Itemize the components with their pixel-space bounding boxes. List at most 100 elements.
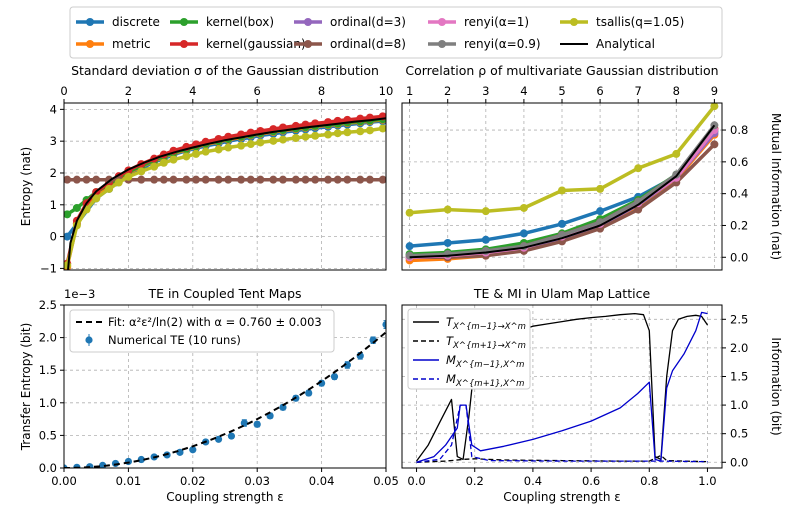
- data-point: [137, 175, 146, 184]
- x-tick-label: 0.02: [180, 474, 206, 488]
- x-tick-label: 7: [635, 84, 642, 98]
- y-tick-label: 0.0: [730, 250, 748, 264]
- legend-swatch-marker: [86, 40, 94, 48]
- data-point: [114, 178, 123, 187]
- data-point: [150, 162, 159, 171]
- data-point: [227, 432, 236, 440]
- x-tick-label: 0.0: [407, 474, 425, 488]
- data-point: [189, 446, 197, 454]
- data-point: [169, 155, 178, 164]
- data-point: [291, 133, 300, 142]
- y-tick-label: 0.8: [730, 123, 748, 137]
- legend-label: metric: [112, 37, 151, 51]
- series-line-m-x-m-1-x-m-: [416, 404, 708, 463]
- x-tick-label: 1: [406, 84, 413, 98]
- data-point: [253, 420, 261, 428]
- legend-label: kernel(box): [206, 15, 274, 29]
- data-point: [558, 219, 566, 228]
- data-point: [311, 131, 320, 140]
- y-axis-label: Entropy (nat): [19, 147, 33, 226]
- data-point: [201, 175, 210, 184]
- data-point: [269, 136, 278, 145]
- data-point: [343, 128, 352, 137]
- data-point: [378, 175, 386, 184]
- data-point: [82, 175, 91, 184]
- panel-2: 1 2 3 4 5 6 7 8 9 0.0 0.2 0.4 0.6 0.8 Correlation ρ of…: [401, 63, 783, 271]
- data-point: [137, 167, 146, 176]
- data-point: [278, 135, 287, 144]
- data-point: [72, 175, 81, 184]
- data-point: [405, 208, 414, 217]
- x-tick-label: 0.8: [640, 474, 658, 488]
- data-point: [192, 149, 201, 158]
- data-point: [64, 175, 72, 184]
- series-line-analytical: [409, 124, 716, 259]
- x-tick-label: 8: [318, 84, 325, 98]
- y-tick-label: 2.0: [730, 341, 748, 355]
- data-point: [443, 205, 452, 214]
- data-point: [305, 389, 313, 397]
- data-point: [324, 175, 333, 184]
- legend-swatch-marker: [570, 18, 578, 26]
- x-tick-label: 1.0: [698, 474, 716, 488]
- legend-label: ordinal(d=8): [330, 37, 406, 51]
- data-point: [214, 435, 223, 443]
- data-point: [64, 210, 72, 219]
- legend-label: renyi(α=0.9): [464, 37, 541, 51]
- x-axis-label: Coupling strength ε: [166, 490, 284, 504]
- series-line-m-x-m-1-x-m-: [416, 311, 708, 463]
- y-tick-label: 2.5: [39, 298, 57, 312]
- data-point: [269, 175, 278, 184]
- data-point: [256, 175, 265, 184]
- axes-frame: [63, 102, 387, 271]
- x-tick-label: 9: [711, 84, 718, 98]
- x-tick-label: 0.2: [466, 474, 484, 488]
- data-point: [710, 140, 719, 149]
- legend-swatch-marker: [304, 18, 312, 26]
- y-tick-label: 0.6: [730, 155, 748, 169]
- data-point: [64, 232, 72, 241]
- x-tick-label: 0.6: [582, 474, 600, 488]
- x-tick-label: 2: [125, 84, 132, 98]
- data-point: [365, 126, 374, 135]
- data-point: [710, 103, 719, 111]
- data-point: [182, 175, 191, 184]
- plot-area: [405, 103, 719, 265]
- y-tick-label: 2.0: [39, 331, 57, 345]
- data-point: [333, 129, 342, 138]
- legend-swatch-marker: [438, 18, 446, 26]
- data-point: [256, 138, 265, 147]
- legend-box: [69, 6, 723, 59]
- data-point: [182, 152, 191, 161]
- legend-label: Analytical: [596, 37, 655, 51]
- y-tick-label: 0: [50, 230, 57, 244]
- data-point: [169, 175, 178, 184]
- x-tick-label: 0.04: [309, 474, 335, 488]
- data-point: [278, 175, 287, 184]
- y-tick-label: 0.0: [39, 461, 57, 475]
- x-tick-label: 6: [254, 84, 261, 98]
- legend-swatch-marker: [438, 40, 446, 48]
- legend-label: renyi(α=1): [464, 15, 529, 29]
- data-point: [124, 457, 132, 466]
- data-point: [150, 175, 159, 184]
- data-point: [519, 203, 528, 212]
- data-point: [192, 175, 201, 184]
- axes-frame: [401, 304, 723, 469]
- legend-label: TX^{m−1}→X^m: [446, 315, 526, 332]
- data-point: [405, 251, 414, 260]
- data-point: [201, 147, 210, 156]
- data-point: [237, 175, 246, 184]
- data-point: [301, 175, 310, 184]
- legend-swatch-point: [85, 336, 93, 344]
- data-point: [481, 207, 490, 216]
- legend-label: kernel(gaussian): [206, 37, 306, 51]
- x-tick-label: 0.05: [373, 474, 399, 488]
- data-point: [92, 194, 101, 203]
- chart-title: TE & MI in Ulam Map Lattice: [473, 286, 651, 301]
- data-point: [378, 124, 386, 133]
- x-tick-label: 0.4: [524, 474, 542, 488]
- x-tick-label: 10: [379, 84, 394, 98]
- data-point: [246, 140, 255, 149]
